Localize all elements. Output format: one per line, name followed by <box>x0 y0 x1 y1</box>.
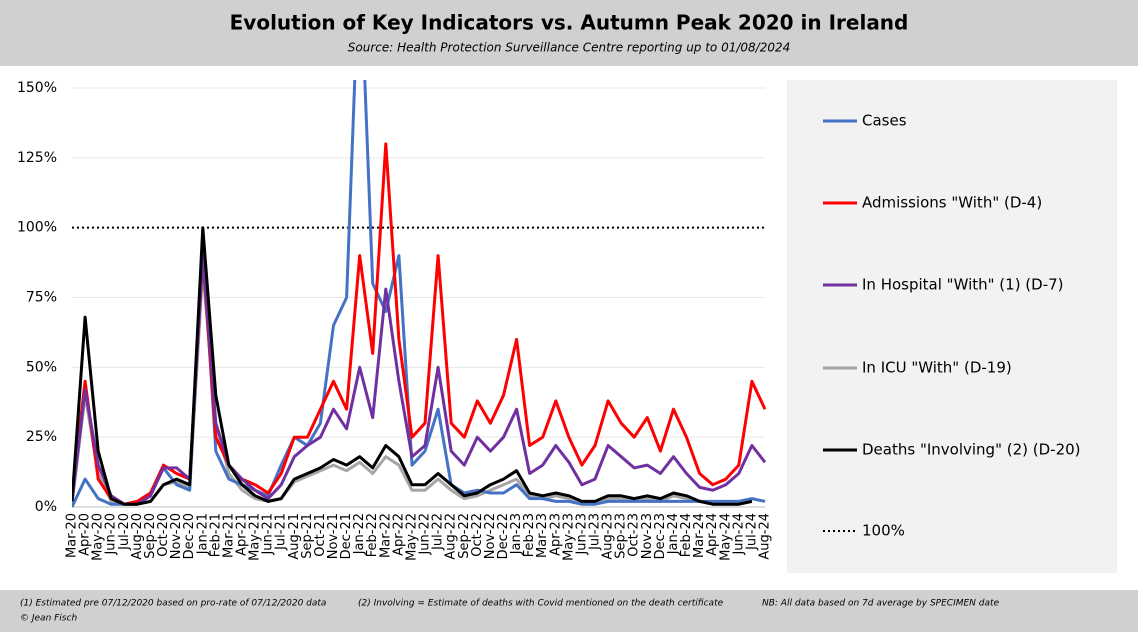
x-tick-label: Dec-23 <box>653 513 668 559</box>
x-tick-label: May-20 <box>91 513 106 561</box>
legend-box <box>787 80 1117 573</box>
x-tick-label: Feb-23 <box>522 513 537 557</box>
x-tick-label: May-21 <box>248 513 263 561</box>
x-tick-label: Jul-22 <box>431 513 446 551</box>
x-tick-label: Jun-23 <box>574 513 589 556</box>
legend-label: Cases <box>862 112 907 130</box>
x-tick-label: Nov-22 <box>483 513 498 559</box>
x-tick-label: Oct-21 <box>313 513 328 557</box>
x-tick-label: Apr-23 <box>548 513 563 556</box>
x-tick-label: Nov-21 <box>326 513 341 559</box>
x-tick-label: Jun-21 <box>261 513 276 556</box>
x-tick-label: Dec-21 <box>339 513 354 559</box>
x-tick-label: Jul-24 <box>744 513 759 551</box>
x-tick-label: Apr-24 <box>705 513 720 556</box>
x-tick-label: Jun-24 <box>731 513 746 556</box>
y-tick-label: 0% <box>35 499 57 515</box>
x-tick-label: Sep-21 <box>300 513 315 559</box>
credit: © Jean Fisch <box>20 614 77 624</box>
x-tick-label: Jan-23 <box>509 513 524 555</box>
x-tick-label: Oct-22 <box>470 513 485 557</box>
series-line <box>72 226 753 506</box>
x-tick-label: Feb-22 <box>365 513 380 557</box>
chart-subtitle: Source: Health Protection Surveillance C… <box>348 41 791 55</box>
x-tick-label: Jan-22 <box>352 513 367 555</box>
y-tick-label: 75% <box>26 290 57 306</box>
x-tick-label: Aug-20 <box>130 513 145 560</box>
x-tick-label: Sep-22 <box>457 513 472 559</box>
x-tick-label: Aug-23 <box>601 513 616 560</box>
footnote: (2) Involving = Estimate of deaths with … <box>358 599 724 609</box>
header-band <box>0 0 1138 66</box>
x-tick-label: Aug-22 <box>444 513 459 560</box>
chart-title: Evolution of Key Indicators vs. Autumn P… <box>230 11 909 35</box>
legend-label: In ICU "With" (D-19) <box>862 359 1012 377</box>
x-tick-label: May-22 <box>404 513 419 561</box>
y-tick-label: 50% <box>26 359 57 375</box>
legend-label: In Hospital "With" (1) (D-7) <box>862 276 1064 294</box>
x-tick-label: Mar-24 <box>692 513 707 558</box>
x-tick-label: Oct-23 <box>627 513 642 557</box>
x-tick-label: May-23 <box>561 513 576 561</box>
y-tick-label: 25% <box>26 429 57 445</box>
x-tick-label: Oct-20 <box>156 513 171 557</box>
x-tick-label: Jan-21 <box>195 513 210 555</box>
x-tick-label: Jul-20 <box>117 513 132 551</box>
legend-label: Deaths "Involving" (2) (D-20) <box>862 441 1081 459</box>
x-tick-label: Apr-21 <box>234 513 249 556</box>
x-tick-label: Aug-21 <box>287 513 302 560</box>
series-line <box>72 254 767 506</box>
legend-label: 100% <box>862 522 905 540</box>
x-tick-label: Mar-23 <box>535 513 550 558</box>
series-group <box>72 80 767 508</box>
x-tick-label: Aug-24 <box>758 513 773 560</box>
y-tick-label: 125% <box>17 150 57 166</box>
series-line <box>72 80 766 508</box>
x-tick-label: Jul-21 <box>274 513 289 551</box>
x-tick-label: Sep-23 <box>614 513 629 559</box>
footnote: NB: All data based on 7d average by SPEC… <box>762 599 1000 609</box>
x-tick-label: Apr-20 <box>78 513 93 556</box>
x-tick-label: Feb-24 <box>679 513 694 557</box>
x-tick-label: May-24 <box>718 513 733 561</box>
x-tick-label: Jan-24 <box>666 513 681 555</box>
x-tick-label: Mar-22 <box>378 513 393 558</box>
legend-label: Admissions "With" (D-4) <box>862 194 1042 212</box>
x-tick-label: Apr-22 <box>391 513 406 556</box>
footnote: (1) Estimated pre 07/12/2020 based on pr… <box>20 599 326 609</box>
x-tick-label: Jul-23 <box>588 513 603 551</box>
x-tick-label: Dec-20 <box>182 513 197 559</box>
x-tick-label: Mar-21 <box>221 513 236 558</box>
x-tick-label: Nov-23 <box>640 513 655 559</box>
x-tick-label: Feb-21 <box>208 513 223 557</box>
y-tick-label: 150% <box>17 80 57 96</box>
x-tick-label: Nov-20 <box>169 513 184 559</box>
footer-band <box>0 590 1138 632</box>
x-tick-label: Jun-20 <box>104 513 119 556</box>
x-tick-label: Mar-20 <box>65 513 80 558</box>
x-tick-label: Sep-20 <box>143 513 158 559</box>
y-tick-label: 100% <box>17 220 57 236</box>
x-tick-label: Jun-22 <box>418 513 433 556</box>
x-tick-label: Dec-22 <box>496 513 511 559</box>
